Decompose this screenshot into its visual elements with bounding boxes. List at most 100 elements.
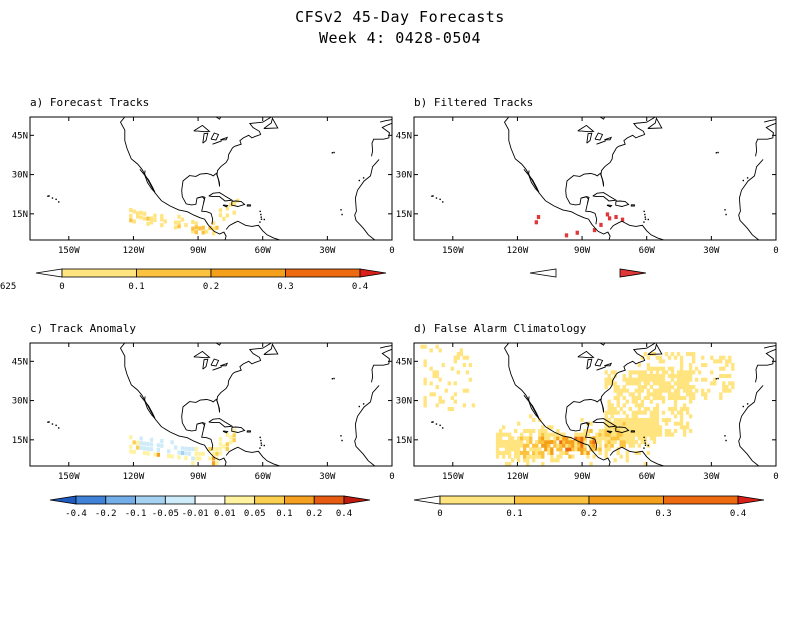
shaded-cell: [661, 359, 666, 364]
shaded-cell: [637, 417, 642, 423]
map-frame: [29, 342, 393, 467]
map-panel-a: 150W 120W 90W 60W 30W 0 45N 30N 15N 0 0.1 0.2 0.3 0.4: [12, 116, 395, 292]
shaded-cell: [229, 202, 233, 207]
shaded-cell: [691, 355, 696, 360]
shaded-cell: [501, 443, 506, 448]
shaded-cell: [613, 410, 617, 415]
coastline: [586, 358, 593, 370]
lat-tick-label: 45N: [396, 357, 412, 367]
shaded-cell: [670, 395, 675, 401]
colorbar-lower-triangle: [49, 495, 77, 505]
lon-tick-label: 0: [773, 246, 778, 256]
coastline: [212, 366, 222, 371]
colorbar-label: 0.1: [128, 282, 144, 292]
colorbar-upper-triangle: [737, 495, 765, 505]
shaded-cell: [598, 436, 602, 441]
shaded-cell: [180, 450, 185, 456]
shaded-cell: [229, 440, 233, 445]
shaded-cell: [658, 395, 663, 401]
island: [331, 378, 334, 380]
shaded-cell: [679, 406, 684, 412]
shaded-cell: [592, 454, 596, 459]
coastline: [592, 418, 618, 428]
shaded-cell: [613, 428, 617, 434]
lon-tick-label: 120W: [123, 246, 145, 256]
shaded-cell: [616, 388, 620, 393]
shaded-cell: [565, 443, 569, 448]
shaded-cell: [616, 436, 620, 441]
shaded-cell: [631, 395, 635, 401]
shaded-cell: [664, 381, 669, 386]
shaded-cell: [177, 450, 181, 455]
shaded-cell: [577, 443, 581, 448]
shaded-cell: [655, 370, 660, 375]
shaded-cell: [620, 217, 625, 222]
island: [643, 447, 645, 449]
shaded-cell: [516, 443, 521, 448]
shaded-cell: [465, 355, 470, 360]
shaded-cell: [462, 388, 467, 393]
shaded-cell: [432, 374, 436, 379]
island: [260, 216, 262, 218]
colorbar-segment: [105, 495, 136, 505]
shaded-cell: [664, 432, 669, 437]
shaded-cell: [595, 432, 599, 437]
shaded-cell: [670, 366, 675, 371]
shaded-cell: [580, 450, 584, 456]
shaded-cell: [655, 425, 660, 430]
shaded-cell: [149, 442, 154, 447]
shaded-cell: [429, 366, 433, 371]
island: [724, 209, 726, 211]
shaded-cell: [574, 439, 578, 445]
shaded-cell: [670, 392, 675, 397]
shaded-cell: [507, 447, 512, 452]
shaded-cell: [679, 395, 684, 401]
shaded-cell: [637, 410, 642, 415]
shaded-cell: [625, 417, 629, 423]
shaded-cell: [607, 410, 611, 415]
island: [644, 439, 646, 442]
shaded-cell: [637, 406, 642, 412]
shaded-cell: [529, 447, 533, 452]
shaded-cell: [504, 439, 509, 445]
coastline: [379, 117, 392, 123]
shaded-cell: [607, 399, 611, 404]
shaded-cell: [580, 447, 584, 452]
shaded-cell: [538, 454, 542, 459]
shaded-cell: [149, 216, 154, 221]
coastline: [503, 343, 611, 466]
shaded-cell: [564, 233, 569, 238]
shaded-cell: [160, 223, 164, 228]
shaded-cell: [631, 432, 635, 437]
shaded-cell: [541, 443, 545, 448]
shaded-cell: [194, 230, 198, 235]
shaded-cell: [538, 436, 542, 441]
shaded-cell: [589, 428, 593, 434]
shaded-cell: [541, 439, 545, 445]
island: [51, 423, 54, 425]
shaded-cell: [559, 436, 563, 441]
shaded-cell: [438, 399, 442, 404]
shaded-cell: [507, 432, 512, 437]
shaded-cell: [704, 377, 708, 382]
shaded-cell: [616, 421, 620, 426]
shaded-cell: [719, 355, 723, 360]
shaded-cell: [731, 385, 735, 390]
coastline: [231, 426, 246, 433]
shaded-cell: [649, 385, 654, 390]
shaded-cell: [553, 439, 557, 445]
lon-tick-label: 150W: [58, 246, 80, 256]
shaded-cell: [547, 443, 551, 448]
shaded-cell: [191, 229, 195, 234]
shaded-cell: [685, 385, 690, 390]
lon-tick-label: 90W: [190, 472, 207, 482]
shaded-cell: [628, 428, 632, 434]
island: [442, 201, 444, 203]
shaded-cell: [637, 395, 642, 401]
shaded-cell: [173, 220, 178, 225]
coastline: [606, 430, 613, 434]
colorbar-b: 0.0625: [0, 268, 647, 292]
shaded-cell: [507, 461, 512, 466]
shaded-cell: [423, 395, 427, 401]
shaded-cell: [622, 395, 626, 401]
